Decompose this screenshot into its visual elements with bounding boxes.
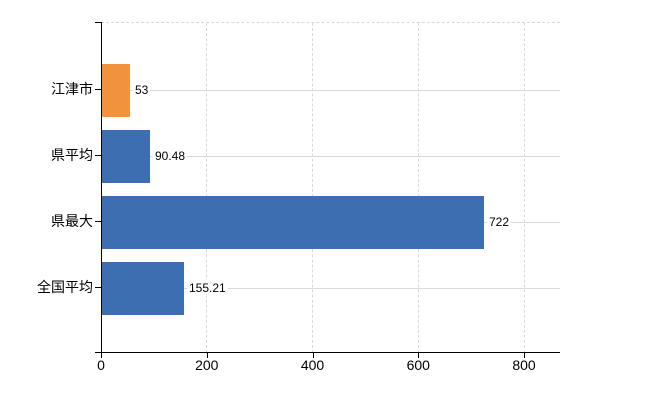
- vertical-gridline: [206, 23, 208, 353]
- x-axis-tick-mark: [101, 353, 102, 358]
- vertical-gridline: [417, 23, 419, 353]
- y-axis-line: [101, 22, 102, 353]
- bar: [102, 262, 184, 315]
- vertical-gridline: [312, 23, 313, 353]
- bar-value-label: 53: [133, 82, 151, 98]
- x-axis-tick-mark: [206, 353, 208, 358]
- category-label: 県最大: [51, 213, 93, 229]
- plot-area: 53 90.48 722 155.21: [101, 22, 560, 353]
- category-gridline: [101, 288, 560, 289]
- x-axis-tick-label: 200: [195, 357, 219, 373]
- category-label: 県平均: [51, 147, 93, 163]
- bar: [102, 196, 484, 249]
- y-axis-top-tick: [95, 22, 101, 23]
- x-axis-tick-mark: [524, 353, 525, 358]
- category-tick-mark: [95, 155, 101, 156]
- category-tick-mark: [95, 287, 101, 288]
- x-axis-tick-mark: [312, 353, 314, 358]
- category-label: 全国平均: [37, 279, 93, 295]
- category-gridline: [101, 90, 560, 91]
- bar-value-label: 722: [487, 214, 512, 230]
- bar-value-label: 90.48: [153, 148, 188, 164]
- category-gridline: [101, 156, 560, 157]
- category-tick-mark: [95, 221, 101, 222]
- x-axis-tick-label: 800: [512, 357, 536, 373]
- bar: [102, 64, 130, 117]
- category-label: 江津市: [51, 81, 93, 97]
- x-axis-tick-mark: [418, 353, 420, 358]
- bar: [102, 130, 150, 183]
- x-axis-tick-label: 0: [97, 357, 105, 373]
- x-axis-tick-label: 600: [406, 357, 430, 373]
- bar-value-label: 155.21: [187, 280, 228, 296]
- x-axis-line: [95, 352, 560, 353]
- vertical-gridline: [523, 23, 525, 353]
- category-tick-mark: [95, 89, 101, 90]
- x-axis-tick-label: 400: [300, 357, 325, 373]
